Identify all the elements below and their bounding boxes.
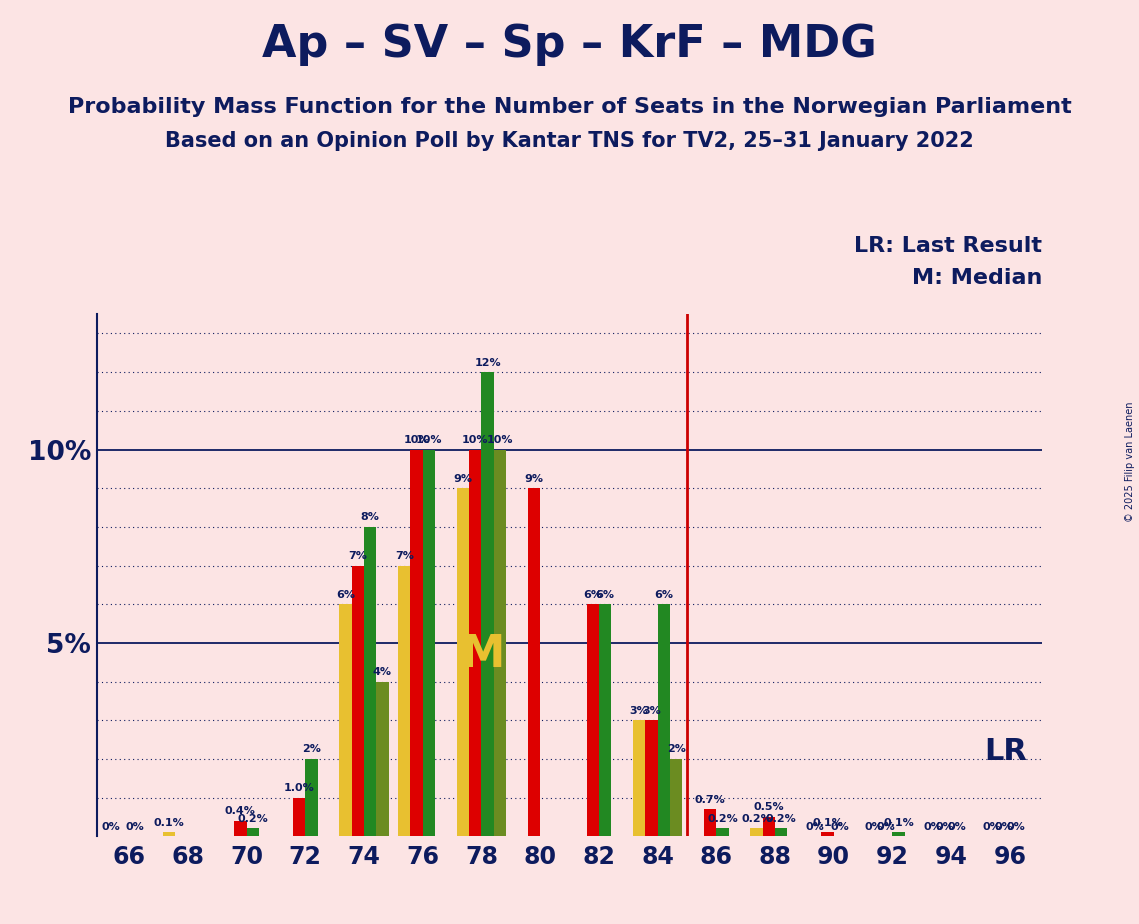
Text: 0.1%: 0.1% [883,818,913,828]
Text: Based on an Opinion Poll by Kantar TNS for TV2, 25–31 January 2022: Based on an Opinion Poll by Kantar TNS f… [165,131,974,152]
Text: © 2025 Filip van Laenen: © 2025 Filip van Laenen [1125,402,1134,522]
Text: 6%: 6% [654,590,673,600]
Bar [751,829,763,836]
Text: LR: LR [984,736,1027,766]
Text: 6%: 6% [596,590,615,600]
Text: 0%: 0% [948,821,967,832]
Text: 7%: 7% [395,551,413,561]
Bar [235,821,246,836]
Bar [423,449,435,836]
Bar [493,449,506,836]
Text: 6%: 6% [583,590,603,600]
Text: 0%: 0% [1007,821,1025,832]
Bar [398,565,410,836]
Text: 0%: 0% [982,821,1001,832]
Bar [246,829,259,836]
Text: 0.4%: 0.4% [224,806,256,816]
Bar [775,829,787,836]
Text: 0%: 0% [865,821,884,832]
Bar [482,372,493,836]
Bar [163,833,175,836]
Text: Ap – SV – Sp – KrF – MDG: Ap – SV – Sp – KrF – MDG [262,23,877,67]
Bar [670,759,682,836]
Bar [657,604,670,836]
Bar [457,488,469,836]
Text: M: Median: M: Median [912,268,1042,288]
Text: 0.5%: 0.5% [754,802,784,812]
Bar [376,682,388,836]
Text: 0%: 0% [935,821,954,832]
Bar [305,759,318,836]
Text: 9%: 9% [453,473,473,483]
Text: 10%: 10% [403,435,429,444]
Text: 10%: 10% [462,435,489,444]
Bar [704,809,716,836]
Text: 0.2%: 0.2% [765,814,796,824]
Text: 0%: 0% [994,821,1013,832]
Text: Probability Mass Function for the Number of Seats in the Norwegian Parliament: Probability Mass Function for the Number… [67,97,1072,117]
Text: 0.1%: 0.1% [154,818,185,828]
Bar [469,449,482,836]
Bar [410,449,423,836]
Bar [716,829,729,836]
Text: 10%: 10% [486,435,514,444]
Text: 8%: 8% [361,512,379,522]
Text: 2%: 2% [666,744,686,754]
Text: 0%: 0% [924,821,942,832]
Text: 0%: 0% [126,821,145,832]
Text: 3%: 3% [642,706,661,715]
Bar [527,488,540,836]
Text: 3%: 3% [630,706,648,715]
Text: 4%: 4% [372,667,392,677]
Bar [763,817,775,836]
Bar [293,797,305,836]
Text: 0.2%: 0.2% [237,814,268,824]
Text: M: M [461,633,506,676]
Text: 0.7%: 0.7% [695,795,726,805]
Text: 9%: 9% [524,473,543,483]
Text: 1.0%: 1.0% [284,783,314,793]
Bar [364,527,376,836]
Text: 0.2%: 0.2% [741,814,772,824]
Text: 2%: 2% [302,744,321,754]
Bar [339,604,352,836]
Bar [633,720,646,836]
Text: 0%: 0% [101,821,120,832]
Text: 0%: 0% [830,821,850,832]
Text: LR: Last Result: LR: Last Result [854,236,1042,256]
Bar [599,604,612,836]
Text: 0%: 0% [877,821,895,832]
Bar [587,604,599,836]
Text: 0%: 0% [806,821,825,832]
Text: 6%: 6% [336,590,355,600]
Text: 7%: 7% [349,551,367,561]
Bar [821,833,834,836]
Bar [893,833,904,836]
Bar [352,565,364,836]
Text: 10%: 10% [416,435,442,444]
Text: 0.1%: 0.1% [812,818,843,828]
Bar [646,720,657,836]
Text: 0.2%: 0.2% [707,814,738,824]
Text: 12%: 12% [474,358,501,368]
